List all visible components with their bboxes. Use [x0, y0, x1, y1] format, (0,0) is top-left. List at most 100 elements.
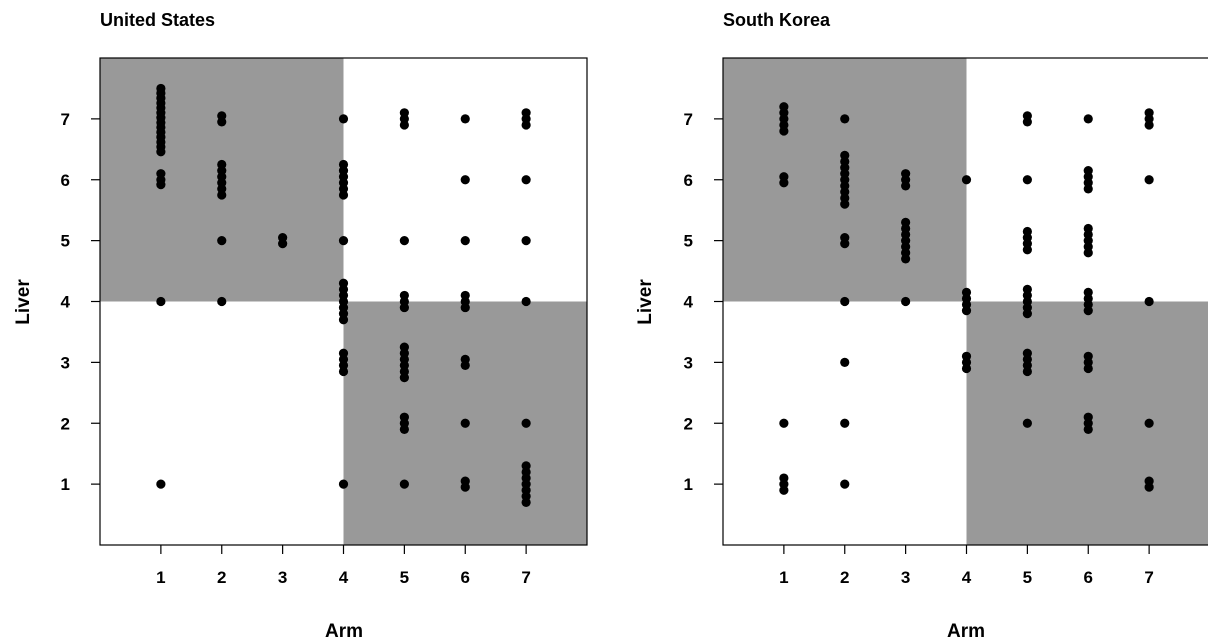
- data-point: [217, 117, 227, 127]
- data-point: [1144, 482, 1154, 492]
- y-tick-label: 2: [61, 414, 70, 433]
- panel-united-states: United States 1 2 3 4 5 6 7 1 2 3 4 5 6 7 Arm Liver: [13, 10, 588, 642]
- x-axis-label: Arm: [325, 621, 363, 642]
- data-point: [840, 357, 850, 367]
- y-tick-label: 4: [684, 293, 694, 312]
- data-point: [278, 239, 288, 249]
- data-point: [961, 175, 972, 185]
- x-tick-label: 7: [1144, 568, 1153, 587]
- data-point: [840, 199, 850, 209]
- data-point: [460, 360, 470, 371]
- data-point: [1144, 296, 1154, 307]
- y-tick-label: 7: [684, 110, 693, 129]
- data-point: [460, 236, 470, 246]
- x-tick-label: 6: [461, 568, 470, 587]
- data-point: [840, 114, 850, 124]
- data-point: [521, 296, 531, 307]
- y-tick-label: 5: [61, 232, 70, 251]
- x-tick-label: 2: [217, 568, 226, 587]
- data-point: [156, 296, 166, 307]
- data-point: [1022, 245, 1032, 255]
- data-point: [1144, 418, 1154, 428]
- data-point: [1144, 175, 1154, 185]
- y-tick-label: 2: [684, 414, 693, 433]
- y-tick-label: 3: [61, 353, 70, 372]
- data-point: [521, 120, 531, 130]
- data-point: [399, 120, 409, 130]
- x-tick-label: 7: [521, 568, 530, 587]
- data-point: [1022, 117, 1032, 127]
- x-tick-label: 3: [278, 568, 287, 587]
- data-point: [338, 479, 349, 489]
- x-tick-label: 5: [400, 568, 409, 587]
- data-point: [1083, 363, 1093, 374]
- data-point: [840, 296, 850, 307]
- panel-title: South Korea: [723, 10, 831, 30]
- data-point: [399, 424, 409, 434]
- y-tick-label: 1: [61, 475, 70, 494]
- data-point: [460, 418, 470, 428]
- y-tick-label: 6: [61, 171, 70, 190]
- data-point: [1144, 120, 1154, 130]
- x-tick-label: 2: [840, 568, 849, 587]
- data-point: [460, 302, 470, 313]
- x-tick-label: 5: [1023, 568, 1032, 587]
- data-point: [156, 479, 166, 489]
- x-axis-label: Arm: [947, 621, 985, 642]
- data-point: [399, 236, 409, 246]
- data-point: [1022, 418, 1032, 428]
- data-point: [1083, 248, 1093, 258]
- data-point: [1083, 306, 1093, 316]
- y-tick-label: 3: [684, 353, 693, 372]
- data-point: [901, 254, 911, 264]
- y-tick-label: 4: [61, 293, 71, 312]
- data-point: [521, 175, 531, 185]
- data-point: [1083, 184, 1093, 194]
- data-point: [399, 372, 409, 383]
- data-point: [217, 296, 227, 307]
- data-point: [840, 418, 850, 428]
- data-point: [1083, 114, 1093, 124]
- data-point: [1022, 366, 1032, 377]
- data-point: [1083, 424, 1093, 434]
- x-tick-label: 1: [156, 568, 165, 587]
- x-tick-label: 1: [779, 568, 788, 587]
- data-point: [961, 306, 972, 316]
- data-point: [460, 482, 470, 492]
- data-point: [779, 126, 789, 136]
- data-point: [338, 366, 349, 377]
- x-tick-label: 6: [1084, 568, 1093, 587]
- plot-area: 1 2 3 4 5 6 7 1 2 3 4 5 6 7: [61, 57, 588, 587]
- data-point: [156, 147, 166, 157]
- panel-title: United States: [100, 10, 215, 30]
- panel-south-korea: South Korea 1 2 3 4 5 6 7 1 2 3 4 5 6 7 Arm Liver: [635, 10, 1208, 642]
- data-point: [460, 114, 470, 124]
- data-point: [521, 418, 531, 428]
- data-point: [521, 236, 531, 246]
- data-point: [901, 296, 911, 307]
- data-point: [338, 190, 349, 200]
- y-tick-label: 5: [684, 232, 693, 251]
- data-point: [399, 302, 409, 313]
- data-point: [217, 236, 227, 246]
- data-point: [217, 190, 227, 200]
- data-point: [1022, 309, 1032, 319]
- data-point: [901, 181, 911, 191]
- data-point: [460, 175, 470, 185]
- x-tick-label: 3: [901, 568, 910, 587]
- x-tick-label: 4: [339, 568, 349, 587]
- data-point: [399, 479, 409, 489]
- y-axis-label: Liver: [635, 279, 656, 325]
- data-point: [840, 239, 850, 249]
- data-point: [779, 485, 789, 495]
- y-tick-label: 7: [61, 110, 70, 129]
- data-point: [338, 114, 349, 124]
- plot-area: 1 2 3 4 5 6 7 1 2 3 4 5 6 7: [684, 57, 1208, 587]
- data-point: [156, 180, 166, 190]
- data-point: [1022, 175, 1032, 185]
- y-tick-label: 1: [684, 475, 693, 494]
- data-point: [521, 497, 531, 507]
- data-point: [840, 479, 850, 489]
- data-point: [338, 236, 349, 246]
